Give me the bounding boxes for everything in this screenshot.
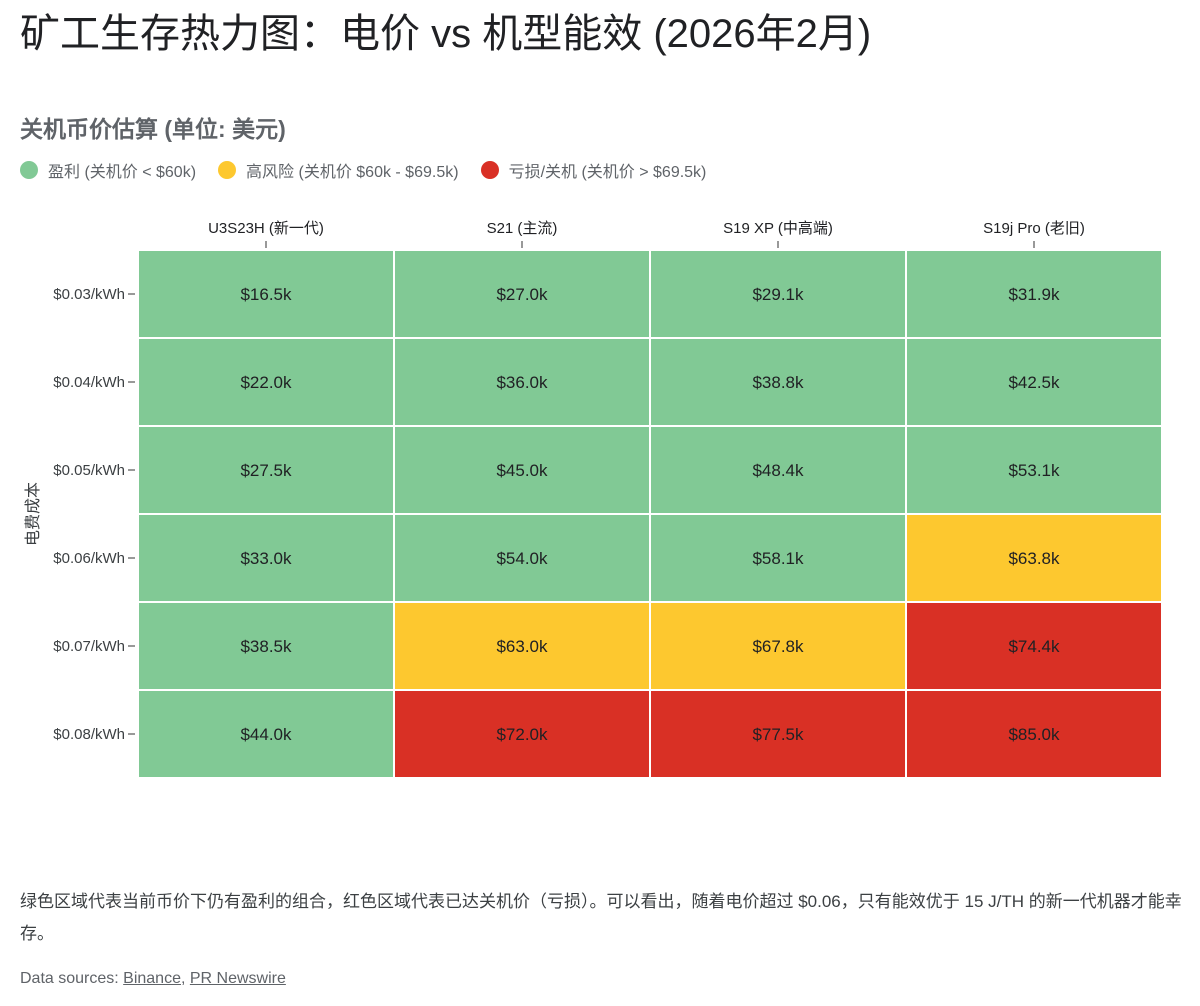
cell-value-label: $74.4k — [1008, 637, 1060, 656]
legend-label: 亏损/关机 (关机价 > $69.5k) — [508, 164, 707, 181]
cell-value-label: $77.5k — [752, 725, 804, 744]
cell-value-label: $63.0k — [496, 637, 548, 656]
legend-item-risk: 高风险 (关机价 $60k - $69.5k) — [218, 158, 459, 182]
cell-value-label: $45.0k — [496, 461, 548, 480]
heatmap-cell — [393, 601, 651, 691]
heatmap-cell — [393, 249, 651, 339]
heatmap-cell — [649, 513, 907, 603]
heatmap-cell — [393, 513, 651, 603]
cell-value-label: $27.5k — [240, 461, 292, 480]
cell-value-label: $31.9k — [1008, 285, 1060, 304]
legend-dot-green — [20, 161, 38, 179]
heatmap-cell — [649, 425, 907, 515]
legend-dot-yellow — [218, 161, 237, 179]
heatmap-cell — [905, 513, 1163, 603]
heatmap-chart: U3S23H (新一代) S21 (主流) S19 XP (中高端) S19j Pro… — [24, 220, 1163, 779]
cell-value-label: $53.1k — [1008, 461, 1060, 480]
cell-value-label: $29.1k — [752, 285, 804, 304]
heatmap-cell — [905, 689, 1163, 779]
heatmap-cell — [649, 337, 907, 427]
cell-value-label: $42.5k — [1008, 373, 1060, 392]
heatmap-cell — [905, 425, 1163, 515]
cell-value-label: $85.0k — [1008, 725, 1060, 744]
heatmap-cell — [137, 337, 395, 427]
legend: 盈利 (关机价 < $60k) 高风险 (关机价 $60k - $69.5k) … — [20, 158, 706, 182]
cell-value-label: $27.0k — [496, 285, 548, 304]
data-sources: Data sources: Binance, PR Newswire — [20, 970, 286, 988]
y-tick-label: $0.05/kWh — [53, 462, 125, 479]
sources-prefix: Data sources: — [20, 970, 124, 987]
legend-item-profit: 盈利 (关机价 < $60k) — [20, 158, 196, 182]
heatmap-cell — [137, 425, 395, 515]
cell-value-label: $33.0k — [240, 549, 292, 568]
y-tick-label: $0.06/kWh — [53, 550, 125, 567]
y-tick-label: $0.04/kWh — [53, 374, 125, 391]
y-tick-label: $0.08/kWh — [53, 726, 125, 743]
heatmap-cell — [905, 337, 1163, 427]
source-link-binance[interactable]: Binance — [123, 970, 181, 987]
cell-value-label: $63.8k — [1008, 549, 1060, 568]
source-link-prnewswire[interactable]: PR Newswire — [189, 970, 286, 987]
cell-value-label: $48.4k — [752, 461, 804, 480]
cell-value-label: $54.0k — [496, 549, 548, 568]
cell-value-label: $38.5k — [240, 637, 292, 656]
x-tick-label: S21 (主流) — [487, 220, 558, 237]
cell-value-label: $36.0k — [496, 373, 548, 392]
heatmap-cell — [393, 425, 651, 515]
page-title: 矿工生存热力图：电价 vs 机型能效 (2026年2月) — [20, 12, 872, 56]
heatmap-cell — [137, 689, 395, 779]
heatmap-cell — [905, 249, 1163, 339]
y-axis-label: 电费成本 — [24, 482, 42, 546]
x-tick-label: S19 XP (中高端) — [723, 220, 833, 237]
sources-separator: , — [180, 970, 190, 987]
cell-value-label: $38.8k — [752, 373, 804, 392]
x-tick-label: S19j Pro (老旧) — [983, 220, 1085, 237]
chart-subtitle: 关机币价估算 (单位: 美元) — [20, 116, 286, 142]
y-tick-label: $0.03/kWh — [53, 286, 125, 303]
legend-label: 高风险 (关机价 $60k - $69.5k) — [246, 164, 459, 181]
chart-note: 绿色区域代表当前币价下仍有盈利的组合，红色区域代表已达关机价（亏损）。可以看出，… — [20, 892, 1182, 943]
heatmap-cell — [649, 689, 907, 779]
y-tick-label: $0.07/kWh — [53, 638, 125, 655]
heatmap-cell — [393, 337, 651, 427]
heatmap-cell — [905, 601, 1163, 691]
legend-label: 盈利 (关机价 < $60k) — [48, 164, 197, 181]
cell-value-label: $16.5k — [240, 285, 292, 304]
cell-value-label: $58.1k — [752, 549, 804, 568]
legend-dot-red — [480, 161, 499, 179]
cell-value-label: $67.8k — [752, 637, 804, 656]
heatmap-cell — [137, 513, 395, 603]
cell-value-label: $72.0k — [496, 725, 548, 744]
cell-value-label: $22.0k — [240, 373, 292, 392]
x-tick-label: U3S23H (新一代) — [208, 220, 324, 237]
cell-value-label: $44.0k — [240, 725, 292, 744]
heatmap-cell — [649, 601, 907, 691]
legend-item-loss: 亏损/关机 (关机价 > $69.5k) — [480, 158, 707, 182]
